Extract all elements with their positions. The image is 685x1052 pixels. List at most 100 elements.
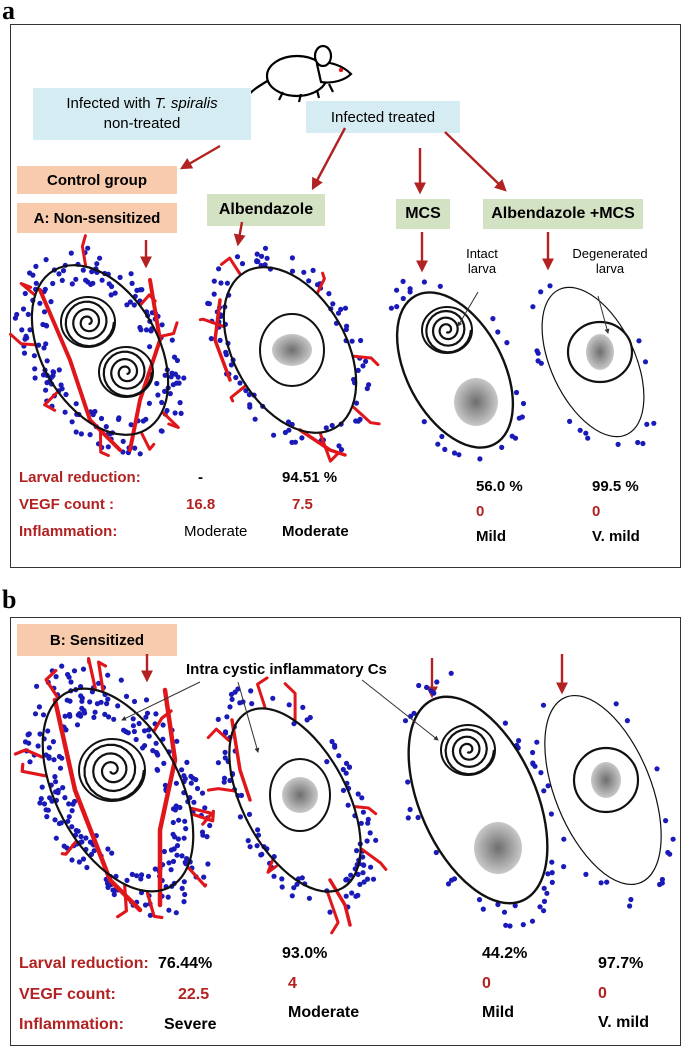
inflammatory-cell-icon bbox=[624, 718, 631, 724]
inflammatory-cell-icon bbox=[306, 895, 312, 901]
inflammatory-cell-icon bbox=[89, 269, 95, 275]
a-alb-reduction: 94.51 % bbox=[282, 469, 338, 486]
inflammatory-cell-icon bbox=[252, 416, 258, 422]
inflammatory-cell-icon bbox=[541, 788, 547, 794]
inflammatory-cell-icon bbox=[353, 400, 360, 406]
non-sensitized-box: A: Non-sensitized bbox=[17, 203, 177, 233]
inflammatory-cell-icon bbox=[222, 755, 228, 761]
inflammatory-cell-icon bbox=[170, 858, 177, 865]
blood-vessel-icon bbox=[157, 321, 179, 339]
inflammatory-cell-icon bbox=[451, 450, 458, 456]
degenerated-larva-icon bbox=[474, 822, 522, 874]
inflammatory-cell-icon bbox=[118, 677, 124, 683]
inflammatory-cell-icon bbox=[143, 697, 150, 703]
inflammatory-cell-icon bbox=[44, 358, 50, 364]
a-larval-reduction-label: Larval reduction: bbox=[19, 469, 141, 486]
inflammatory-cell-icon bbox=[87, 432, 93, 438]
intra-cystic-pointer-1 bbox=[121, 681, 201, 721]
inflammatory-cell-icon bbox=[129, 280, 135, 286]
inflammatory-cell-icon bbox=[35, 743, 41, 749]
inflammatory-cell-icon bbox=[370, 876, 377, 882]
blood-vessel-icon bbox=[353, 805, 378, 816]
inflammatory-cell-icon bbox=[541, 898, 548, 905]
inflammatory-cell-icon bbox=[271, 873, 277, 879]
inflammatory-cell-icon bbox=[159, 399, 165, 406]
inflammatory-cell-icon bbox=[544, 890, 550, 896]
cyst-icon bbox=[222, 266, 358, 434]
inflammatory-cell-icon bbox=[388, 305, 394, 311]
inflammatory-cell-icon bbox=[254, 843, 260, 849]
inflammatory-cell-icon bbox=[289, 893, 295, 899]
inflammatory-cell-icon bbox=[549, 879, 555, 886]
inflammatory-cell-icon bbox=[41, 801, 48, 807]
inflammatory-cell-icon bbox=[31, 353, 37, 359]
inflammatory-cell-icon bbox=[105, 672, 111, 678]
inflammatory-cell-icon bbox=[227, 704, 233, 710]
inflammatory-cell-icon bbox=[40, 321, 46, 328]
inflammatory-cell-icon bbox=[255, 827, 261, 833]
inflammatory-cell-icon bbox=[361, 879, 367, 885]
inflammatory-cell-icon bbox=[360, 363, 366, 369]
inflammatory-cell-icon bbox=[477, 456, 483, 462]
blood-vessel-icon bbox=[20, 762, 47, 778]
inflammatory-cell-icon bbox=[37, 800, 43, 806]
inflammatory-cell-icon bbox=[183, 826, 189, 832]
inflammatory-cell-icon bbox=[131, 728, 137, 735]
inflammatory-cell-icon bbox=[291, 885, 297, 891]
inflammatory-cell-icon bbox=[143, 327, 150, 333]
inflammatory-cell-icon bbox=[299, 435, 305, 441]
inflammatory-cell-icon bbox=[340, 787, 347, 794]
inflammatory-cell-icon bbox=[172, 371, 178, 377]
inflammatory-cell-icon bbox=[243, 388, 249, 394]
a-control-vegf: 16.8 bbox=[186, 496, 216, 513]
inflammatory-cell-icon bbox=[367, 830, 373, 836]
inflammatory-cell-icon bbox=[22, 290, 28, 297]
arrow-down-albendazole bbox=[233, 221, 246, 247]
inflammatory-cell-icon bbox=[224, 714, 230, 720]
inflammatory-cell-icon bbox=[613, 701, 619, 707]
inflammatory-cell-icon bbox=[174, 738, 180, 744]
inflammatory-cell-icon bbox=[635, 439, 641, 446]
inflammatory-cell-icon bbox=[105, 696, 111, 702]
inflammatory-cell-icon bbox=[68, 250, 74, 256]
blood-vessel-icon bbox=[229, 384, 247, 403]
b-control-vegf: 22.5 bbox=[178, 986, 210, 1003]
inflammatory-cell-icon bbox=[348, 872, 354, 878]
blood-vessel-icon bbox=[97, 660, 108, 692]
inflammatory-cell-icon bbox=[545, 871, 551, 877]
inflammatory-cell-icon bbox=[405, 779, 411, 785]
inflammatory-cell-icon bbox=[394, 287, 400, 293]
inflammatory-cell-icon bbox=[73, 276, 79, 282]
inflammatory-cell-icon bbox=[663, 818, 669, 824]
inflammatory-cell-icon bbox=[80, 267, 86, 273]
inflammatory-cell-icon bbox=[248, 688, 254, 694]
inflammatory-cell-icon bbox=[32, 366, 38, 372]
inflammatory-cell-icon bbox=[168, 374, 174, 380]
inflammatory-cell-icon bbox=[131, 698, 138, 705]
inflammatory-cell-icon bbox=[84, 864, 90, 871]
inner-capsule-icon bbox=[259, 313, 325, 387]
inflammatory-cell-icon bbox=[88, 851, 95, 858]
inflammatory-cell-icon bbox=[66, 801, 72, 807]
inflammatory-cell-icon bbox=[229, 696, 235, 703]
inflammatory-cell-icon bbox=[561, 864, 567, 870]
b-alb-reduction: 93.0% bbox=[282, 945, 328, 962]
inflammatory-cell-icon bbox=[355, 892, 361, 899]
inflammatory-cell-icon bbox=[651, 420, 657, 426]
inflammatory-cell-icon bbox=[62, 713, 68, 719]
blood-vessel-icon bbox=[326, 891, 340, 935]
inflammatory-cell-icon bbox=[292, 439, 298, 445]
inflammatory-cell-icon bbox=[43, 752, 49, 758]
inflammatory-cell-icon bbox=[364, 876, 371, 882]
inflammatory-cell-icon bbox=[355, 367, 361, 373]
inflammatory-cell-icon bbox=[40, 712, 47, 718]
inflammatory-cell-icon bbox=[221, 779, 227, 785]
inflammatory-cell-icon bbox=[262, 262, 268, 268]
inflammatory-cell-icon bbox=[237, 380, 243, 386]
inflammatory-cell-icon bbox=[585, 435, 591, 441]
inflammatory-cell-icon bbox=[69, 824, 75, 830]
inflammatory-cell-icon bbox=[69, 808, 75, 814]
inflammatory-cell-icon bbox=[30, 272, 36, 278]
inflammatory-cell-icon bbox=[363, 358, 369, 364]
inflammatory-cell-icon bbox=[358, 820, 364, 826]
